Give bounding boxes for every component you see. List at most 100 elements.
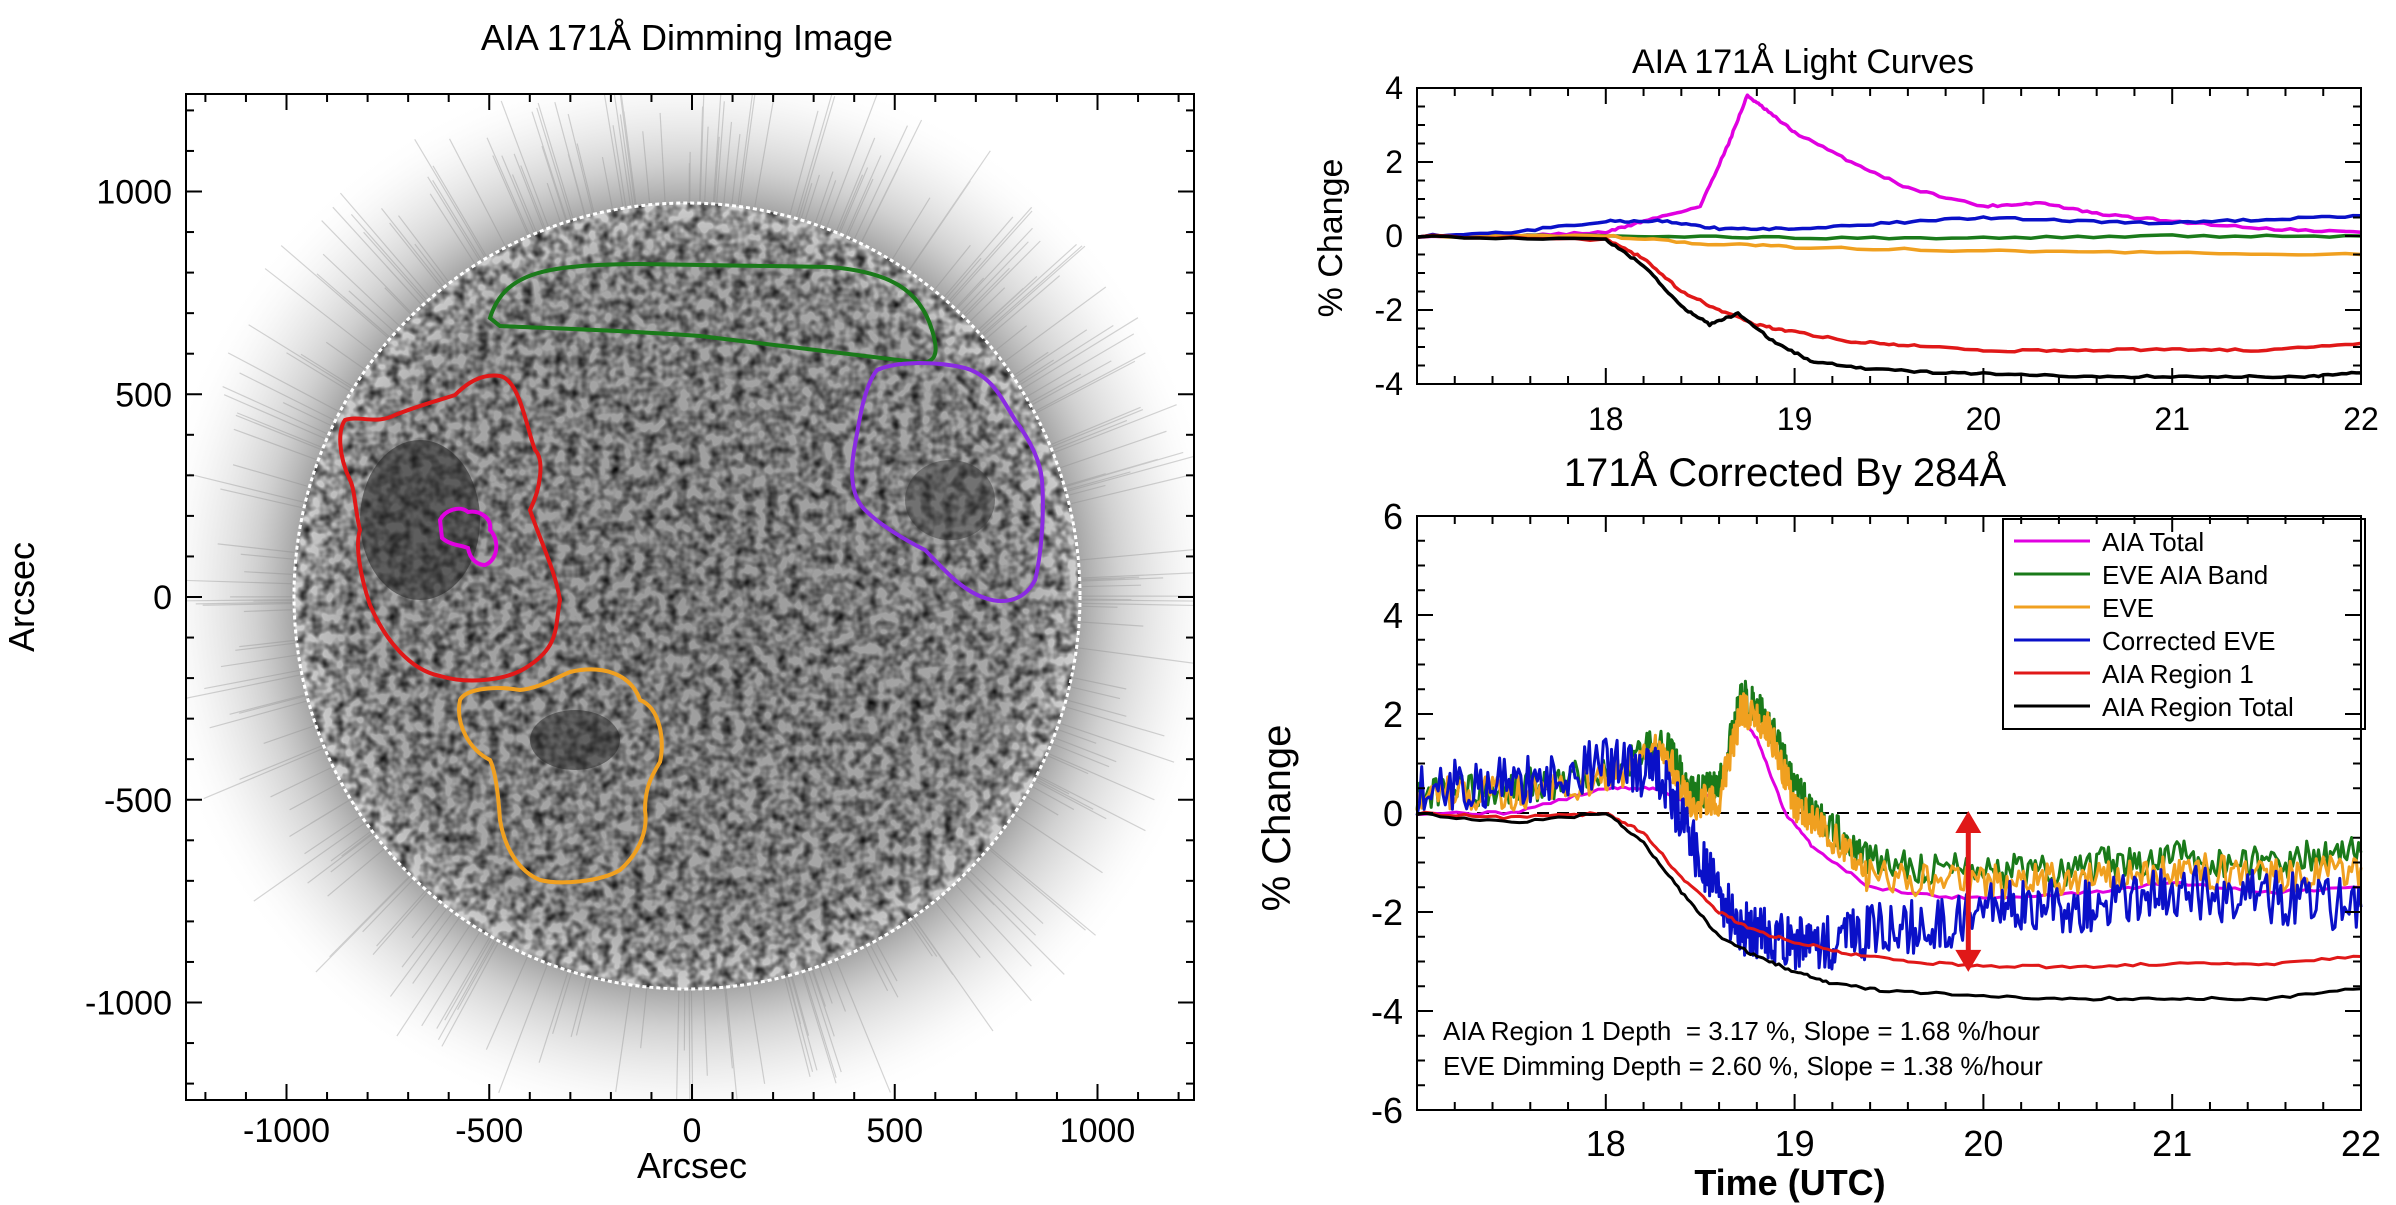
corona-ray xyxy=(845,155,882,235)
corona-ray xyxy=(1022,317,1139,390)
corona-ray xyxy=(699,94,705,202)
x-tick-label: 20 xyxy=(1963,1123,2003,1164)
corona-ray xyxy=(1066,458,1159,487)
series-line-aia-region-total xyxy=(1416,811,2362,1002)
corona-ray xyxy=(963,267,1010,315)
corona-ray xyxy=(789,110,819,215)
corona-ray xyxy=(1081,621,1144,627)
chart2-y-tick-labels: 6 4 2 0 -2 -4 -6 xyxy=(1371,496,1403,1131)
corona-ray xyxy=(188,473,304,503)
corona-ray xyxy=(814,171,834,223)
y-tick-label: 4 xyxy=(1383,595,1403,636)
corona-ray xyxy=(1065,706,1165,737)
left-y-tick-labels: 1000 500 0 -500 -1000 xyxy=(85,174,172,1023)
legend-label: Corrected EVE xyxy=(2102,626,2275,656)
corona-ray xyxy=(979,243,1077,332)
x-tick-label: 21 xyxy=(2152,1123,2192,1164)
x-tick-label: 19 xyxy=(1775,1123,1815,1164)
corona-ray xyxy=(576,143,595,213)
corona-ray xyxy=(233,428,317,461)
y-tick-label: 500 xyxy=(115,376,172,414)
corona-ray xyxy=(332,206,422,305)
corona-ray xyxy=(819,180,837,225)
corona-ray xyxy=(441,942,499,1047)
annotation-eve-depth: EVE Dimming Depth = 2.60 %, Slope = 1.38… xyxy=(1443,1051,2043,1081)
corona-ray xyxy=(955,277,985,308)
corona-ray xyxy=(892,197,931,260)
corona-ray xyxy=(1078,647,1194,664)
corona-ray xyxy=(808,971,842,1073)
corona-ray xyxy=(955,884,1032,967)
corona-ray xyxy=(1047,755,1089,775)
limb-outline xyxy=(292,201,1082,991)
corona-ray xyxy=(995,325,1028,351)
y-tick-label: -2 xyxy=(1375,292,1403,328)
y-tick-label: 4 xyxy=(1385,70,1403,106)
corona-ray xyxy=(819,967,833,1004)
corona-ray xyxy=(942,896,1032,1002)
corona-ray xyxy=(804,174,820,220)
legend-box xyxy=(2002,518,2366,730)
corona-ray xyxy=(513,153,544,229)
corona-ray xyxy=(908,922,933,957)
corona-ray xyxy=(220,488,303,509)
corona-ray xyxy=(712,94,722,202)
corona-ray xyxy=(343,296,390,338)
corona-ray xyxy=(1081,599,1194,602)
corona-ray xyxy=(315,876,410,973)
corona-ray xyxy=(640,988,648,1049)
sun-image xyxy=(186,94,1194,1100)
corona-ray xyxy=(1035,780,1107,820)
corona-ray xyxy=(1070,474,1191,505)
corona-ray xyxy=(847,178,874,236)
corona-ray xyxy=(603,94,624,207)
corona-ray xyxy=(282,402,332,426)
corona-ray xyxy=(372,892,428,955)
corona-ray xyxy=(289,799,350,837)
x-tick-label: 18 xyxy=(1588,401,1624,437)
corona-ray xyxy=(739,94,756,205)
corona-ray xyxy=(376,891,426,947)
corona-ray xyxy=(567,113,594,213)
corona-ray xyxy=(1081,605,1118,608)
active-region-south xyxy=(530,710,620,770)
corona-ray xyxy=(437,940,495,1041)
chart1-x-tick-labels: 18 19 20 21 22 xyxy=(1588,401,2379,437)
corona-ray xyxy=(965,875,1065,975)
corona-ray xyxy=(1053,419,1128,451)
series-line-corrected-eve xyxy=(1416,213,2362,239)
corona-ray xyxy=(339,192,430,297)
corona-ray xyxy=(865,947,889,992)
corona-ray xyxy=(791,976,810,1036)
corona-ray xyxy=(601,156,613,209)
series-line-aia-region-1 xyxy=(1416,810,2362,970)
corona-ray xyxy=(1067,455,1194,492)
corona-ray xyxy=(970,287,1006,322)
corona-ray xyxy=(1081,584,1142,588)
y-tick-label: -1000 xyxy=(85,985,172,1023)
corona-ray xyxy=(501,155,535,233)
corona-ray xyxy=(448,138,506,246)
corona-ray xyxy=(1015,329,1088,378)
active-region-west xyxy=(905,460,995,540)
corona-ray xyxy=(444,938,492,1021)
corona-ray xyxy=(536,107,572,219)
series-line-eve-aia-band xyxy=(1415,679,2363,890)
corona-ray xyxy=(913,918,994,1032)
corona-ray xyxy=(1014,351,1049,376)
corona-ray xyxy=(839,167,869,233)
corona-ray xyxy=(235,414,321,450)
corona-ray xyxy=(1052,743,1110,768)
corona-ray xyxy=(838,174,864,232)
corona-ray xyxy=(945,257,982,299)
corona-ray xyxy=(363,231,426,302)
corona-ray xyxy=(500,100,549,227)
corona-ray xyxy=(485,957,528,1050)
corona-ray xyxy=(875,942,898,982)
corona-ray xyxy=(541,145,567,221)
corona-ray xyxy=(531,111,568,220)
x-tick-label: -500 xyxy=(455,1112,523,1150)
corona-ray xyxy=(1081,578,1125,582)
corona-ray xyxy=(1035,352,1146,412)
corona-ray xyxy=(911,920,938,957)
